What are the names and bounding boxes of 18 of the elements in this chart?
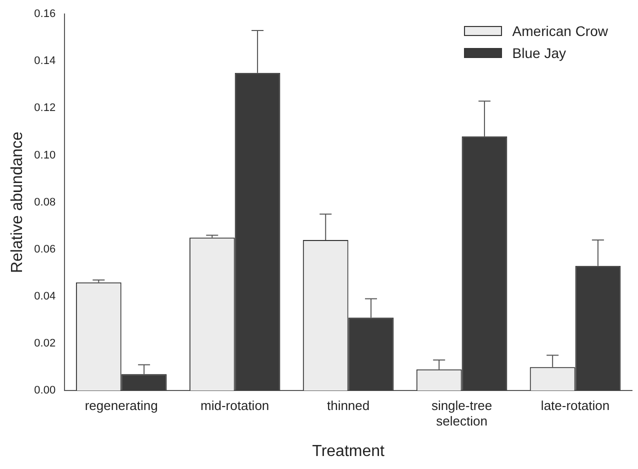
- x-axis-title: Treatment: [312, 442, 386, 460]
- x-tick-label: regenerating: [84, 398, 158, 413]
- x-tick-label: single-tree selection: [431, 398, 492, 429]
- y-tick-label: 0.00: [34, 384, 56, 397]
- y-tick-label: 0.04: [34, 290, 56, 302]
- legend-label: American Crow: [512, 22, 608, 41]
- y-tick-label: 0.12: [34, 102, 56, 114]
- y-tick-label: 0.14: [34, 55, 56, 68]
- y-tick-label: 0.10: [34, 149, 56, 162]
- y-tick-label: 0.02: [34, 338, 56, 350]
- y-tick-label: 0.16: [34, 8, 56, 20]
- x-tick-label: thinned: [326, 398, 370, 413]
- x-tick-label: mid-rotation: [200, 398, 270, 413]
- x-tick-label: late-rotation: [540, 398, 610, 413]
- y-axis-title: Relative abundance: [9, 131, 26, 274]
- y-tick-label: 0.08: [34, 196, 56, 208]
- legend-label: Blue Jay: [512, 44, 566, 63]
- y-tick-label: 0.06: [34, 243, 56, 256]
